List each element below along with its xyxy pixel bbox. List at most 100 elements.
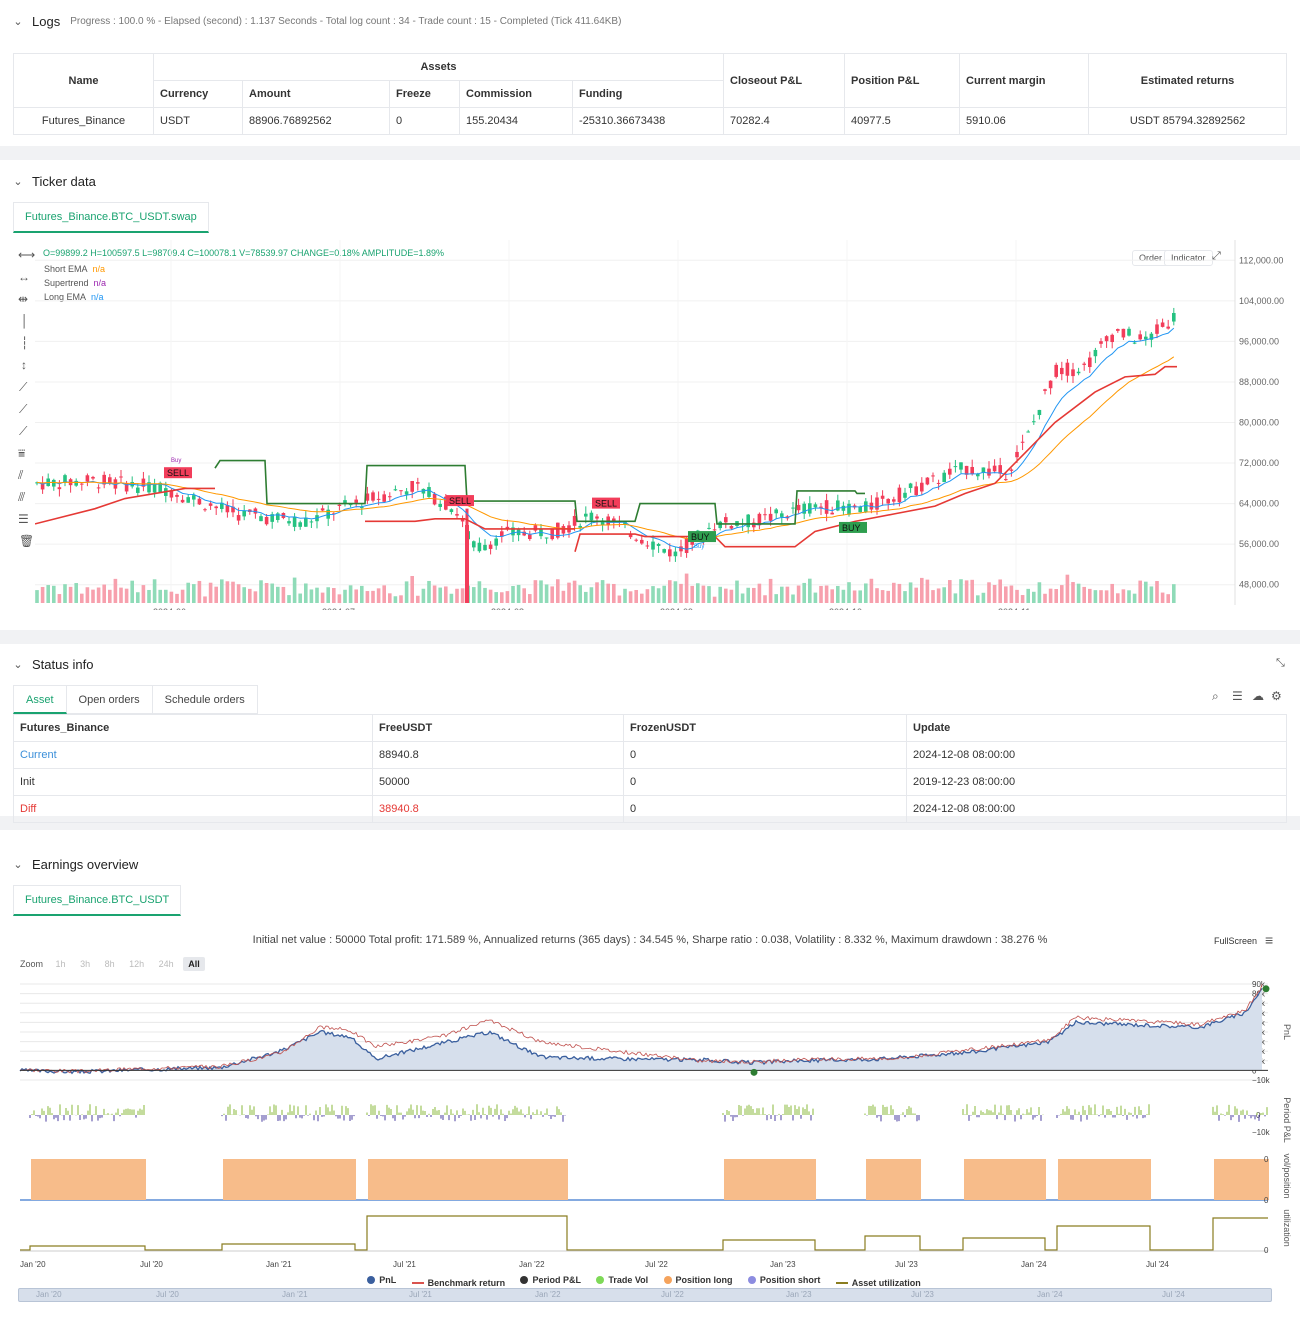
gear-icon[interactable]: ⚙: [1271, 689, 1282, 703]
earnings-chart[interactable]: 90k80k70k60k50k40k30k20k10k0−10k0−10k000…: [0, 978, 1300, 1278]
zoom-1h-button[interactable]: 1h: [55, 959, 66, 969]
tab-ticker-symbol[interactable]: Futures_Binance.BTC_USDT.swap: [13, 202, 209, 233]
zoom-3h-button[interactable]: 3h: [80, 959, 91, 969]
ray-line-icon[interactable]: ⟋: [19, 402, 28, 416]
util-tick-label: 0: [1264, 1196, 1269, 1205]
candle-body: [1149, 333, 1154, 340]
volume-bar: [897, 583, 902, 603]
candle-body: [337, 504, 342, 506]
search-icon[interactable]: ⌕: [1212, 689, 1219, 703]
candle-body: [1110, 334, 1114, 343]
legend-period-pnl[interactable]: Period P&L: [520, 1275, 581, 1285]
legend-position-long[interactable]: Position long: [663, 1275, 733, 1285]
earnings-legend: PnL Benchmark return Period P&L Trade Vo…: [0, 1273, 1300, 1288]
pnl-tick-label: 0: [1252, 1066, 1257, 1075]
x-tick-label: Jan '22: [519, 1260, 545, 1269]
extended-line-icon[interactable]: ⟋: [19, 424, 28, 438]
tab-asset[interactable]: Asset: [13, 685, 67, 714]
list-icon[interactable]: ☰: [1232, 689, 1243, 703]
volume-bar: [903, 591, 907, 603]
fib-channel-icon[interactable]: ⫻: [18, 490, 26, 504]
legend-benchmark[interactable]: Benchmark return: [411, 1278, 505, 1288]
vertical-line-icon[interactable]: │: [21, 314, 29, 328]
zoom-8h-button[interactable]: 8h: [104, 959, 115, 969]
volume-bar: [281, 586, 286, 603]
indicator-button[interactable]: Indicator: [1164, 250, 1213, 266]
volume-bar: [791, 594, 795, 603]
ticker-header[interactable]: ⌄ Ticker data: [12, 171, 95, 191]
volume-bar: [757, 583, 762, 603]
candle-body: [483, 544, 487, 551]
expand-icon[interactable]: ⤢: [1212, 250, 1221, 262]
price-range-icon[interactable]: ⩸: [18, 446, 26, 460]
horizontal-ray-icon[interactable]: ↔: [18, 270, 30, 284]
candle-body: [376, 498, 381, 500]
x-tick-label: Jan '23: [770, 1260, 796, 1269]
candle-body: [1166, 326, 1170, 329]
sell-signal-label: SELL: [449, 496, 471, 506]
candle-body: [981, 467, 986, 473]
parallel-channel-icon[interactable]: ⫽: [18, 468, 24, 482]
tab-open-orders[interactable]: Open orders: [66, 685, 153, 714]
horizontal-line-icon[interactable]: ⇹: [18, 292, 29, 306]
col-exchange: Futures_Binance: [13, 714, 373, 742]
chevron-down-icon[interactable]: ⌄: [13, 15, 23, 28]
volume-bar: [410, 576, 414, 603]
fib-retracement-icon[interactable]: ☰: [18, 512, 29, 526]
volume-bar: [85, 587, 90, 603]
status-title: Status info: [32, 656, 94, 672]
candle-body: [80, 483, 84, 485]
legend-trade-vol[interactable]: Trade Vol: [596, 1275, 648, 1285]
status-header[interactable]: ⌄ Status info: [12, 654, 93, 674]
vertical-segment-icon[interactable]: ┆: [21, 336, 29, 350]
zoom-12h-button[interactable]: 12h: [129, 959, 145, 969]
vertical-ray-icon[interactable]: ↕: [21, 358, 27, 372]
chevron-down-icon[interactable]: ⌄: [13, 858, 23, 871]
navigator-tick-label: Jan '20: [36, 1290, 62, 1299]
col-free: FreeUSDT: [372, 714, 624, 742]
volume-bar: [544, 584, 549, 603]
legend-pnl[interactable]: PnL: [367, 1275, 396, 1285]
status-tabs: Asset Open orders Schedule orders: [13, 685, 258, 714]
y-tick-label: 56,000.00: [1239, 539, 1279, 549]
candle-body: [707, 527, 711, 529]
collapse-icon[interactable]: ⤡: [1276, 657, 1285, 669]
zoom-all-button[interactable]: All: [183, 957, 205, 971]
candle-body: [225, 505, 230, 513]
volume-bar: [656, 588, 661, 603]
logs-header[interactable]: ⌄ Logs Progress : 100.0 % - Elapsed (sec…: [12, 11, 621, 31]
volume-bar: [259, 580, 263, 603]
crosshair-icon[interactable]: ⟷: [18, 248, 36, 262]
earnings-header[interactable]: ⌄ Earnings overview: [12, 854, 138, 874]
chevron-down-icon[interactable]: ⌄: [13, 175, 23, 188]
position-long-block: [964, 1159, 1046, 1200]
order-button[interactable]: Order: [1132, 250, 1170, 266]
x-tick-label: Jul '23: [895, 1260, 918, 1269]
candle-body: [1099, 341, 1103, 344]
menu-icon[interactable]: ≡: [1265, 932, 1274, 948]
tab-earnings-symbol[interactable]: Futures_Binance.BTC_USDT: [13, 885, 182, 916]
earnings-panel: ⌄ Earnings overview Futures_Binance.BTC_…: [0, 830, 1300, 1323]
navigator-scrollbar[interactable]: [18, 1288, 1272, 1302]
candle-body: [936, 482, 941, 484]
candle-body: [808, 503, 812, 514]
chevron-down-icon[interactable]: ⌄: [13, 658, 23, 671]
candle-body: [460, 518, 465, 522]
trash-icon[interactable]: 🗑: [19, 534, 35, 548]
tab-schedule-orders[interactable]: Schedule orders: [152, 685, 258, 714]
y-tick-label: 48,000.00: [1239, 580, 1279, 590]
fullscreen-button[interactable]: FullScreen: [1214, 936, 1258, 946]
trend-line-icon[interactable]: ⟋: [19, 380, 28, 394]
col-frozen: FrozenUSDT: [623, 714, 907, 742]
volume-bar: [388, 593, 392, 603]
volume-bar: [91, 589, 95, 603]
volume-bar: [780, 586, 784, 603]
cloud-icon[interactable]: ☁: [1252, 689, 1264, 703]
legend-position-short[interactable]: Position short: [747, 1275, 820, 1285]
volume-bar: [236, 584, 241, 603]
candle-body: [404, 491, 409, 495]
candlestick-chart[interactable]: 112,000.00 104,000.00 96,000.00 88,000.00 80…: [35, 240, 1290, 610]
zoom-24h-button[interactable]: 24h: [158, 959, 174, 969]
legend-asset-utilization[interactable]: Asset utilization: [835, 1278, 921, 1288]
volume-bar: [959, 579, 963, 603]
